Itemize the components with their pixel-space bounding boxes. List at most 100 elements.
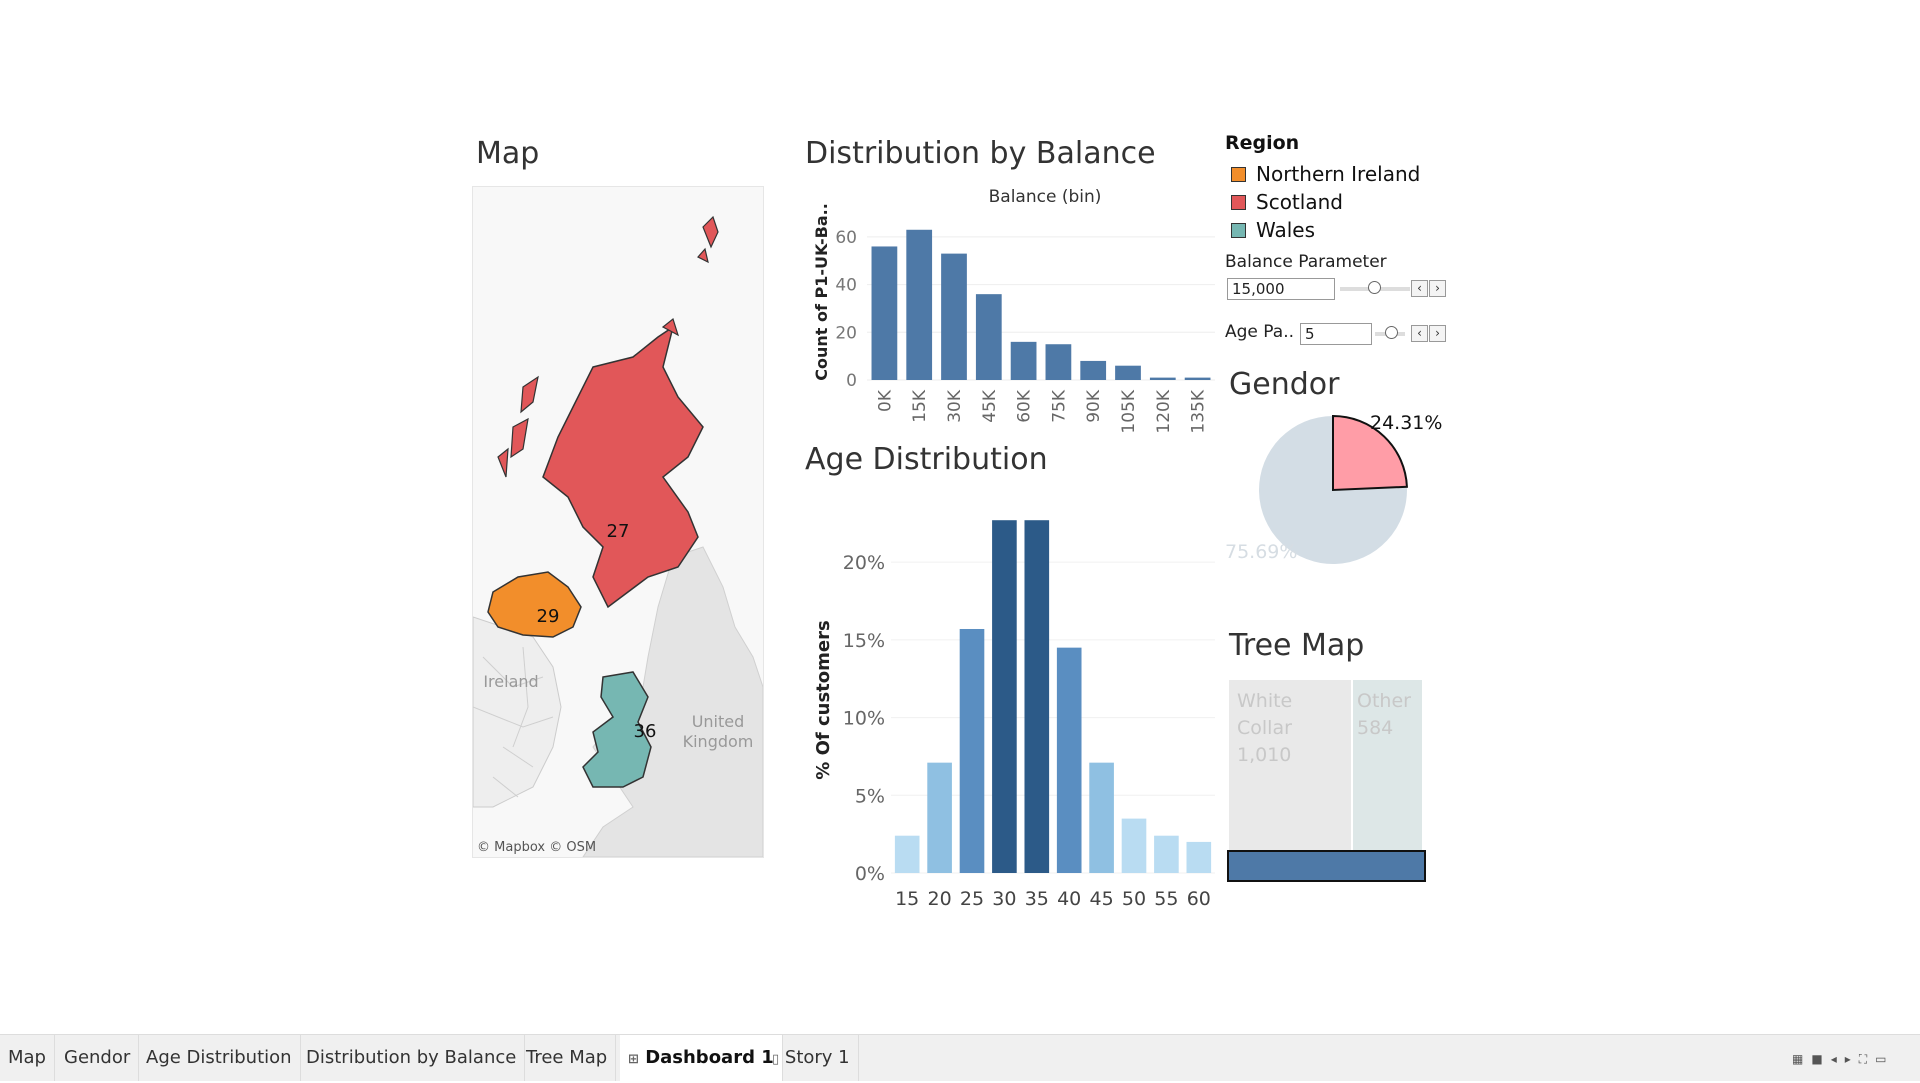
uk-place-label-2: Kingdom [683, 732, 754, 751]
age-prev-button[interactable]: ‹ [1411, 325, 1428, 342]
region-legend: Northern Ireland Scotland Wales [1231, 160, 1420, 244]
gender-pie-chart[interactable]: 24.31% 75.69% [1220, 405, 1460, 585]
x-tick-label: 105K [1119, 389, 1139, 433]
y-tick-label: 40 [835, 276, 857, 296]
bar [1080, 360, 1107, 380]
present-icon[interactable]: ▭ [1875, 1052, 1895, 1066]
treemap-selected-bar[interactable] [1227, 850, 1426, 882]
bar [1089, 762, 1114, 873]
x-tick-label: 0K [875, 389, 895, 412]
bar [941, 253, 967, 380]
legend-swatch [1231, 166, 1246, 182]
y-tick-label: 60 [835, 228, 857, 248]
tab-distribution-by-balance[interactable]: Distribution by Balance [298, 1035, 526, 1081]
age-chart[interactable]: % Of customers 0% 5% 10% 15% 20% 15 20 25 30 35 40… [805, 490, 1225, 910]
tab-story-1[interactable]: ▯ Story 1 [764, 1035, 859, 1081]
age-slider-knob[interactable] [1385, 326, 1398, 339]
map-svg: 27 29 36 Ireland United Kingdom © Mapbox… [473, 215, 763, 857]
fullscreen-icon[interactable]: ⛶ [1858, 1052, 1876, 1066]
treemap-cell-label: White Collar [1237, 690, 1293, 739]
tab-tree-map[interactable]: Tree Map [518, 1035, 617, 1081]
bar [992, 520, 1017, 873]
bar [975, 294, 1002, 380]
map-title: Map [476, 136, 540, 171]
x-tick-label: 45 [1090, 888, 1114, 910]
age-chart-title: Age Distribution [805, 442, 1048, 477]
sheet-tab-bar: Map Gendor Age Distribution Distribution… [0, 1034, 1920, 1081]
legend-item-wales[interactable]: Wales [1231, 216, 1420, 244]
bar [1184, 377, 1211, 380]
bar [1056, 647, 1082, 873]
ireland-place-label: Ireland [483, 672, 538, 691]
y-tick-label: 20% [843, 552, 885, 574]
wales-label: 36 [634, 721, 657, 742]
x-tick-label: 55 [1154, 888, 1178, 910]
balance-parameter-label: Balance Parameter [1225, 252, 1387, 272]
treemap-cell-white-collar[interactable]: White Collar 1,010 [1229, 680, 1353, 850]
x-tick-label: 75K [1049, 389, 1069, 423]
x-tick-label: 50 [1122, 888, 1146, 910]
balance-parameter-input[interactable]: 15,000 [1227, 278, 1335, 300]
age-next-button[interactable]: › [1429, 325, 1446, 342]
tab-gendor[interactable]: Gendor [56, 1035, 140, 1081]
bar [959, 628, 985, 873]
scotland-islands [497, 215, 719, 478]
tab-dashboard-1[interactable]: ⊞ Dashboard 1 [620, 1035, 783, 1081]
tab-map[interactable]: Map [0, 1035, 55, 1081]
x-tick-label: 30 [992, 888, 1016, 910]
x-tick-label: 25 [960, 888, 984, 910]
y-tick-label: 15% [843, 630, 885, 652]
gender-title: Gendor [1229, 367, 1340, 402]
scotland-label: 27 [607, 521, 630, 542]
grid-view-icon[interactable]: ▦ [1792, 1052, 1812, 1066]
bar [906, 229, 933, 380]
bar [871, 246, 898, 380]
wales-region [582, 671, 652, 788]
bar [1121, 818, 1147, 873]
treemap-cell-other[interactable]: Other 584 [1353, 680, 1422, 850]
tab-age-distribution[interactable]: Age Distribution [138, 1035, 301, 1081]
balance-slider-knob[interactable] [1368, 281, 1381, 294]
prev-sheet-icon[interactable]: ◂ [1830, 1052, 1845, 1066]
y-tick-label: 0 [846, 371, 857, 391]
x-tick-label: 15K [910, 389, 930, 423]
balance-prev-button[interactable]: ‹ [1411, 280, 1428, 297]
northern-ireland-label: 29 [537, 606, 560, 627]
ireland-county-lines [473, 646, 554, 798]
treemap-cell-value: 584 [1357, 717, 1394, 739]
balance-chart[interactable]: Balance (bin) Count of P1-UK-Ba.. 0 20 40 6… [805, 180, 1225, 440]
age-parameter-input[interactable]: 5 [1300, 323, 1372, 345]
pie-label-large: 75.69% [1225, 541, 1297, 563]
legend-item-northern-ireland[interactable]: Northern Ireland [1231, 160, 1420, 188]
pie-label-small: 24.31% [1370, 412, 1442, 434]
next-sheet-icon[interactable]: ▸ [1844, 1052, 1859, 1066]
balance-chart-title: Distribution by Balance [805, 136, 1156, 171]
x-tick-label: 60K [1015, 389, 1035, 423]
bar [927, 762, 952, 873]
age-ylabel: % Of customers [813, 620, 834, 779]
bar [1045, 344, 1072, 380]
y-tick-label: 10% [843, 708, 885, 730]
legend-label: Northern Ireland [1256, 162, 1421, 186]
y-tick-label: 0% [855, 863, 885, 885]
map-view[interactable]: 27 29 36 Ireland United Kingdom © Mapbox… [472, 186, 764, 858]
northern-ireland-region [487, 571, 582, 638]
x-tick-label: 35 [1025, 888, 1049, 910]
pie-slice-small [1332, 414, 1408, 492]
bar [1154, 835, 1179, 873]
treemap-cell-label: Other [1357, 690, 1411, 712]
map-attribution: © Mapbox © OSM [477, 840, 596, 855]
legend-label: Wales [1256, 218, 1316, 242]
tab-nav-controls: ▦■◂▸⛶▭ [1792, 1052, 1895, 1067]
x-tick-label: 135K [1189, 389, 1209, 433]
balance-next-button[interactable]: › [1429, 280, 1446, 297]
balance-xlabel: Balance (bin) [989, 187, 1102, 207]
dashboard-icon: ⊞ [628, 1052, 639, 1067]
treemap[interactable]: White Collar 1,010 Other 584 [1229, 680, 1422, 850]
x-tick-label: 30K [945, 389, 965, 423]
story-icon: ▯ [772, 1052, 780, 1067]
legend-item-scotland[interactable]: Scotland [1231, 188, 1420, 216]
uk-place-label-1: United [692, 712, 745, 731]
filmstrip-icon[interactable]: ■ [1811, 1052, 1831, 1066]
treemap-title: Tree Map [1229, 628, 1365, 663]
